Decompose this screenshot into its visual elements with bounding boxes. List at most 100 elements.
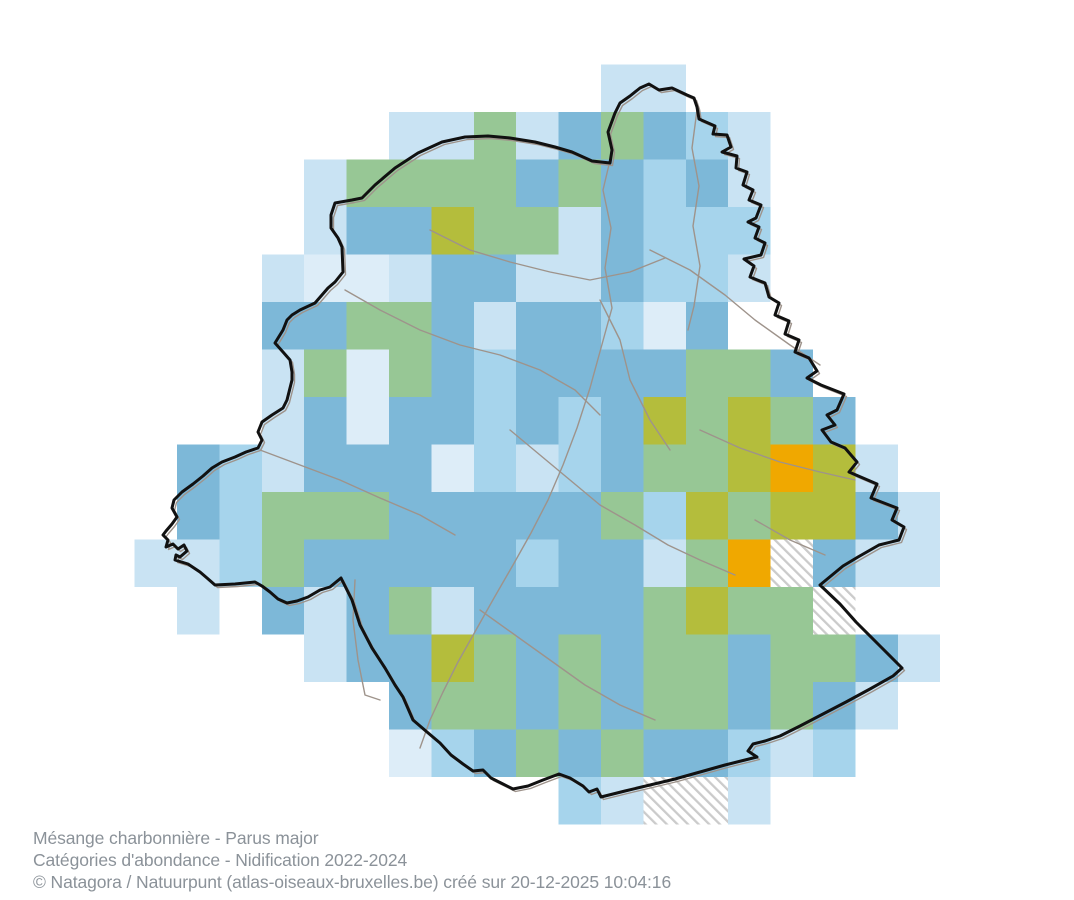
grid-cell [643, 349, 686, 397]
commune-line-center-southeast [509, 429, 736, 576]
grid-cell [601, 302, 644, 350]
grid-cell [261, 539, 305, 587]
grid-cell [728, 682, 771, 730]
grid-cell [473, 444, 517, 492]
grid-cell [261, 397, 305, 445]
grid-cell [601, 159, 644, 207]
grid-cell [516, 682, 559, 730]
grid-cell [346, 397, 389, 445]
grid-cell [177, 587, 220, 635]
grid-cell [516, 207, 559, 255]
grid-cell [389, 539, 432, 587]
grid-cell [304, 349, 347, 397]
grid-cell [516, 634, 559, 682]
grid-cell [261, 349, 305, 397]
grid-cell [558, 587, 601, 635]
grid-cell [304, 254, 347, 302]
grid-cell [728, 349, 771, 397]
grid-cell [558, 634, 601, 682]
caption-subtitle: Catégories d'abondance - Nidification 20… [33, 850, 408, 870]
grid-cell [728, 444, 771, 492]
grid-cell [346, 302, 389, 350]
grid-cell [473, 539, 517, 587]
grid-cell [770, 587, 813, 635]
grid-cell [219, 492, 262, 540]
grid-cell [304, 207, 347, 255]
grid-cell [473, 302, 517, 350]
grid-cell [685, 634, 729, 682]
grid-cell [431, 397, 474, 445]
grid-cell [813, 492, 856, 540]
grid-cell [601, 349, 644, 397]
grid-cell [389, 207, 432, 255]
grid-cell [813, 397, 856, 445]
grid-cell [431, 159, 474, 207]
grid-cell [516, 729, 559, 777]
grid-cell [261, 587, 305, 635]
grid-cell [558, 159, 601, 207]
grid-cell [897, 634, 941, 682]
grid-cell [643, 634, 686, 682]
commune-line-woluwe [699, 429, 856, 481]
grid-cell [261, 254, 305, 302]
grid-cell [473, 492, 517, 540]
grid-cell [473, 159, 517, 207]
grid-cell [346, 539, 389, 587]
grid-cell [685, 492, 729, 540]
grid-cell [516, 159, 559, 207]
grid-cell [728, 587, 771, 635]
grid-cell [516, 254, 559, 302]
caption-species: Mésange charbonnière - Parus major [33, 828, 319, 848]
grid-cell [558, 729, 601, 777]
grid-cell [601, 777, 644, 825]
grid-cell [601, 254, 644, 302]
grid-cell [304, 397, 347, 445]
grid-cell [346, 492, 389, 540]
grid-cell [558, 492, 601, 540]
grid-cell [389, 397, 432, 445]
grid-cell [177, 492, 220, 540]
grid-cell [431, 587, 474, 635]
grid-cell [601, 634, 644, 682]
grid-cell [389, 254, 432, 302]
grid-cell [346, 207, 389, 255]
grid-cell [728, 492, 771, 540]
grid-cell [219, 539, 262, 587]
grid-cell [685, 587, 729, 635]
grid-cell [516, 349, 559, 397]
grid-cell [728, 397, 771, 445]
grid-cell [643, 159, 686, 207]
grid-cell [473, 349, 517, 397]
grid-cell [431, 539, 474, 587]
grid-cell [601, 397, 644, 445]
grid-cell [728, 539, 771, 587]
grid-cell [516, 302, 559, 350]
grid-cell [431, 729, 474, 777]
caption-credit: © Natagora / Natuurpunt (atlas-oiseaux-b… [33, 872, 672, 892]
grid-cell [558, 302, 601, 350]
grid-cell [685, 254, 729, 302]
grid-cell [643, 112, 686, 160]
grid-cell [346, 254, 389, 302]
grid-cell [813, 729, 856, 777]
commune-line-senne-valley [419, 151, 613, 749]
commune-line-north-arc [429, 229, 666, 281]
grid-cell [643, 682, 686, 730]
grid-cell [558, 207, 601, 255]
grid-cell [346, 444, 389, 492]
grid-cell [770, 397, 813, 445]
grid-cell [685, 397, 729, 445]
grid-cell [685, 207, 729, 255]
grid-cell [261, 492, 305, 540]
grid-cell [304, 159, 347, 207]
grid-cell [389, 634, 432, 682]
grid-cell [728, 777, 771, 825]
commune-line-etterbeek [599, 299, 671, 451]
grid-cell [643, 254, 686, 302]
grid-cell [685, 159, 729, 207]
grid-cell [643, 539, 686, 587]
grid-cell [813, 682, 856, 730]
grid-cell [516, 587, 559, 635]
